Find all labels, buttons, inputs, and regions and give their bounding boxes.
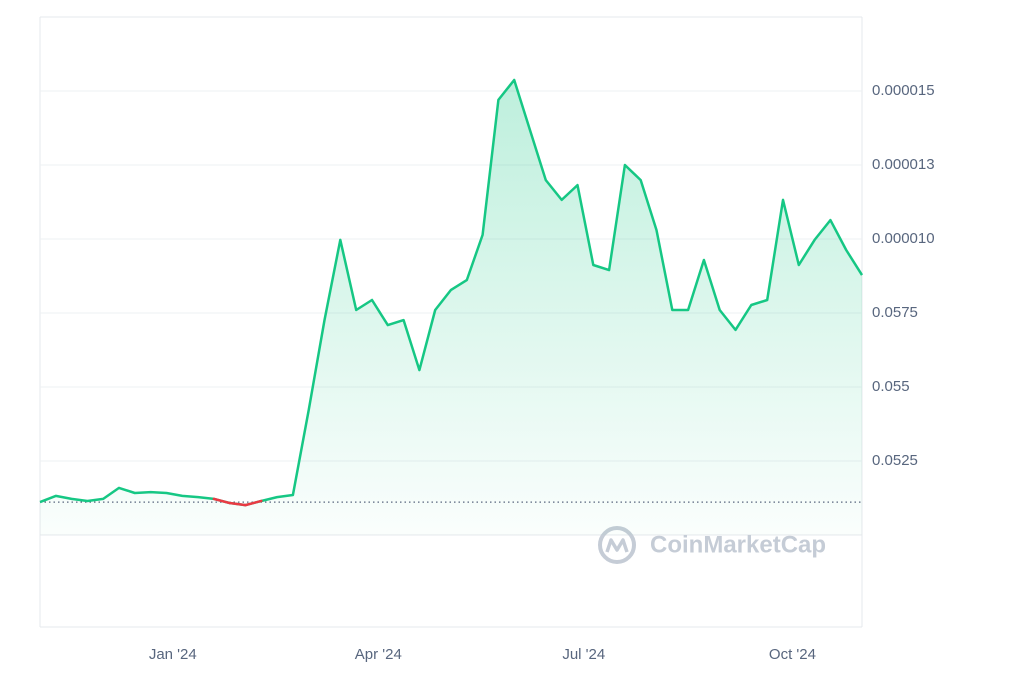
y-tick-label: 0.055	[872, 378, 910, 395]
price-segment-down	[228, 501, 247, 507]
x-tick-label: Jan '24	[149, 646, 197, 663]
price-segment-down	[212, 497, 231, 505]
y-tick-label: 0.000010	[872, 230, 935, 247]
area	[40, 80, 862, 535]
x-tick-label: Jul '24	[562, 646, 605, 663]
x-tick-label: Oct '24	[769, 646, 816, 663]
y-tick-label: 0.000013	[872, 156, 935, 173]
watermark: CoinMarketCap	[650, 531, 826, 558]
x-tick-label: Apr '24	[355, 646, 402, 663]
y-tick-label: 0.0525	[872, 452, 918, 469]
y-tick-label: 0.000015	[872, 82, 935, 99]
price-segment-down	[244, 499, 263, 507]
y-tick-label: 0.0575	[872, 304, 918, 321]
price-line	[39, 78, 864, 507]
